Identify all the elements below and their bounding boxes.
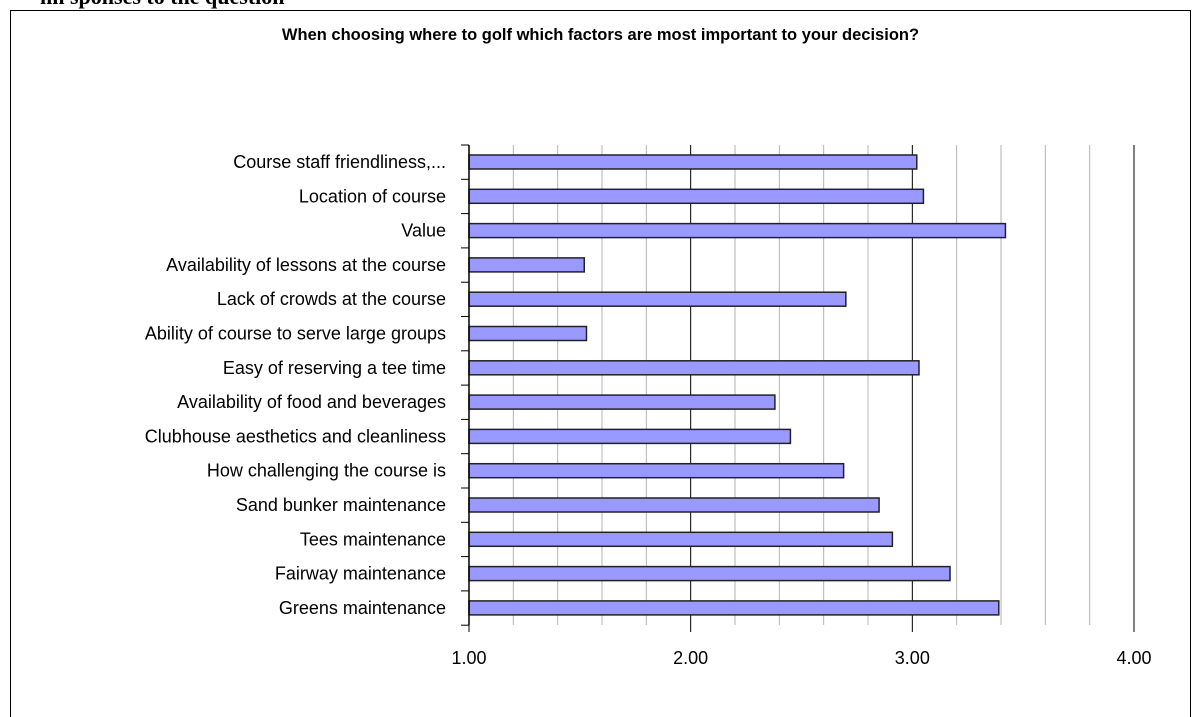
category-label: Clubhouse aesthetics and cleanliness [145,426,446,446]
bar [468,497,880,513]
category-label: Course staff friendliness,... [233,152,446,172]
category-label: Greens maintenance [279,598,446,618]
bar [468,360,920,376]
tick-labels: 1.00 2.00 3.00 4.00 [451,648,1151,668]
category-label: Easy of reserving a tee time [223,358,446,378]
x-tick-label: 2.00 [673,648,708,668]
bar [468,394,776,410]
bar [468,428,792,445]
category-label: Value [401,221,446,241]
bar [468,325,588,342]
bar [468,531,894,548]
category-labels: Course staff friendliness,... Location of… [145,152,446,618]
bar [468,565,951,582]
x-tick-label: 3.00 [895,648,930,668]
bar [468,600,1000,616]
bar [468,291,847,307]
category-label: Location of course [299,186,446,206]
category-label: Tees maintenance [300,529,446,549]
chart-title: When choosing where to golf which factor… [281,26,920,44]
bar [468,257,586,273]
x-tick-label: 4.00 [1116,648,1151,668]
bar [468,462,845,479]
category-label: Availability of lessons at the course [166,255,446,275]
category-label: Fairway maintenance [275,564,446,584]
category-label: Sand bunker maintenance [236,495,446,515]
x-tick-label: 1.00 [451,648,486,668]
top-caption: hn sponses to the question [0,0,1192,26]
minor-gridlines [512,145,1091,625]
category-label: Lack of crowds at the course [217,289,446,309]
category-label: Availability of food and beverages [177,392,446,412]
bar [468,154,918,170]
bar [468,222,1007,239]
category-label: How challenging the course is [207,461,446,481]
category-label: Ability of course to serve large groups [145,324,446,344]
axes [461,144,1135,632]
bar [468,188,925,205]
bars [468,154,1007,616]
major-gridlines [690,145,1135,625]
top-caption-text: hn sponses to the question [40,0,285,8]
